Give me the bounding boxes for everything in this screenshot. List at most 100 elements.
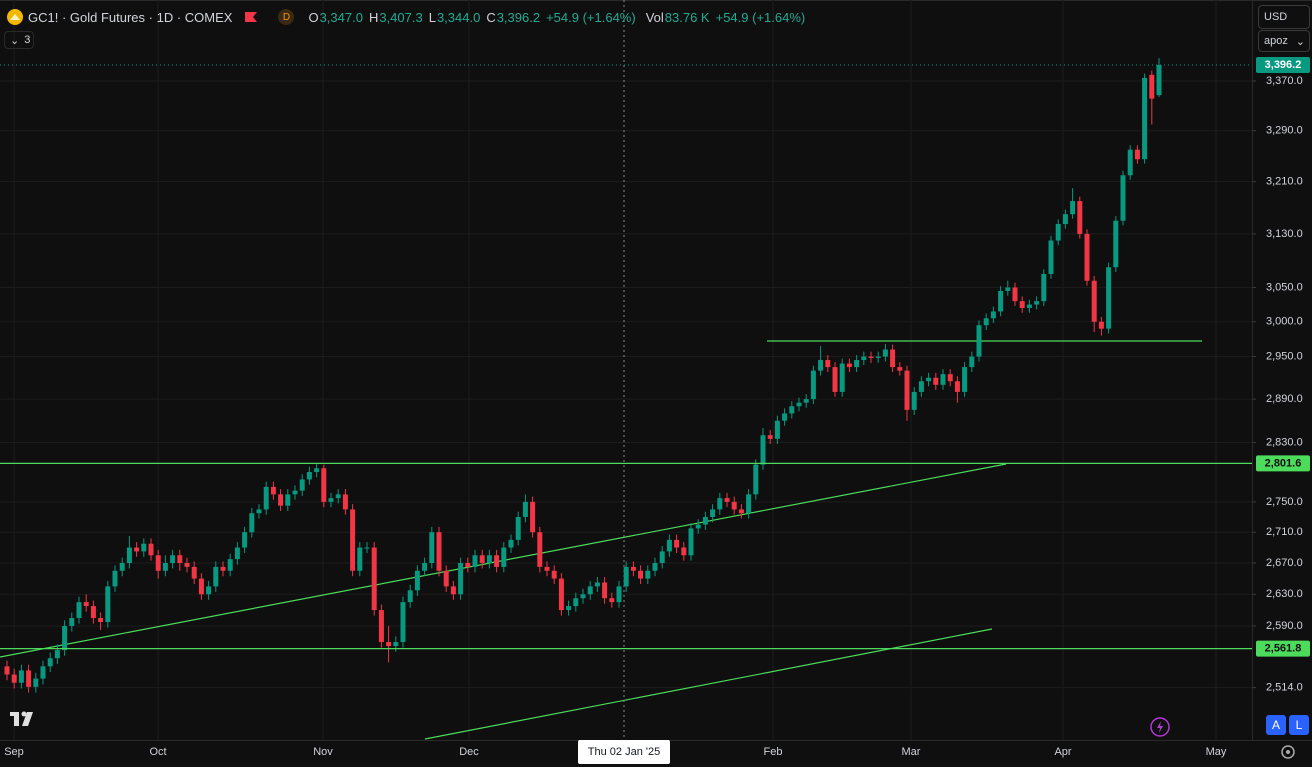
symbol-title[interactable]: GC1! · Gold Futures · 1D · COMEX	[28, 9, 233, 25]
legend-header: GC1! · Gold Futures · 1D · COMEX D O 3,34…	[0, 8, 811, 26]
candle-body	[1034, 301, 1040, 305]
low-value: 3,344.0	[436, 9, 481, 25]
candle-body	[4, 666, 10, 675]
candle-body	[342, 494, 348, 510]
candle-body	[1106, 267, 1112, 329]
candle-body	[18, 670, 24, 683]
candle-body	[551, 570, 557, 579]
candle-body	[501, 547, 507, 567]
candle-body	[746, 494, 752, 514]
candle-body	[386, 642, 392, 647]
candle-body	[227, 559, 233, 571]
candle-body	[818, 360, 824, 371]
indicators-toggle[interactable]: ⌄ 3	[4, 31, 34, 49]
tv-logo	[10, 711, 33, 726]
candle-body	[508, 539, 514, 548]
close-value: 3,396.2	[496, 9, 541, 25]
candle-body	[875, 356, 881, 358]
candle-body	[162, 563, 168, 571]
crosshair-label-bg	[578, 740, 670, 764]
auto-scale-button[interactable]: A	[1266, 715, 1286, 735]
y-tick-label: 2,514.0	[1266, 682, 1303, 694]
candle-body	[270, 486, 276, 495]
candle-body	[537, 532, 543, 567]
candle-body	[69, 618, 75, 626]
mode-select[interactable]: apoz ⌄	[1258, 30, 1310, 52]
volume-change: +54.9 (+1.64%)	[715, 9, 806, 25]
candle-body	[335, 494, 341, 499]
candle-body	[234, 547, 240, 560]
candle-body	[378, 610, 384, 643]
candle-body	[659, 551, 665, 564]
candle-body	[846, 363, 852, 368]
candle-body	[724, 498, 730, 502]
candle-body	[98, 618, 104, 622]
candle-body	[515, 516, 521, 540]
candle-body	[623, 566, 629, 587]
candle-body	[278, 494, 284, 506]
candle-body	[645, 570, 651, 579]
candle-body	[796, 402, 802, 407]
candle-body	[638, 570, 644, 579]
candle-body	[1055, 224, 1061, 241]
high-label: H	[368, 9, 379, 25]
candle-body	[422, 563, 428, 571]
x-tick-label: Feb	[764, 746, 783, 758]
candle-body	[587, 586, 593, 595]
candle-body	[832, 367, 838, 392]
candle-body	[119, 563, 125, 571]
low-label: L	[428, 9, 436, 25]
candle-body	[1091, 280, 1097, 322]
y-tick-label: 3,000.0	[1266, 316, 1303, 328]
candle-body	[1005, 287, 1011, 291]
candle-body	[479, 555, 485, 564]
candle-body	[112, 570, 118, 587]
candle-body	[148, 543, 154, 556]
settings-icon[interactable]	[1281, 745, 1295, 759]
candle-body	[350, 509, 356, 571]
candle-body	[198, 578, 204, 595]
candle-body	[810, 370, 816, 400]
candle-body	[263, 486, 269, 510]
candle-body	[738, 509, 744, 514]
candle-body	[364, 547, 370, 549]
last-price-bg	[1256, 56, 1310, 73]
currency-text: USD	[1264, 11, 1288, 23]
candle-body	[357, 547, 363, 571]
candle-body	[285, 494, 291, 506]
candle-body	[760, 435, 766, 465]
candle-body	[1120, 175, 1126, 221]
y-tick-label: 2,830.0	[1266, 436, 1303, 448]
y-tick-label: 2,710.0	[1266, 526, 1303, 538]
candle-body	[666, 539, 672, 552]
flag-icon[interactable]	[244, 11, 258, 23]
candle-body	[602, 582, 608, 599]
candle-body	[213, 566, 219, 587]
candle-body	[1070, 201, 1076, 215]
candle-body	[782, 413, 788, 421]
candle-body	[717, 498, 723, 510]
candle-body	[803, 399, 809, 403]
candle-body	[414, 570, 420, 591]
candle-body	[76, 602, 82, 619]
candle-body	[926, 377, 932, 382]
candle-body	[976, 325, 982, 357]
candle-body	[400, 602, 406, 643]
alert-icon[interactable]	[1150, 717, 1170, 737]
level-label: 2,801.6	[1265, 457, 1302, 469]
candle-body	[1113, 220, 1119, 268]
candle-body	[1012, 287, 1018, 302]
log-scale-button[interactable]: L	[1289, 715, 1309, 735]
candle-body	[890, 349, 896, 368]
candle-body	[177, 555, 183, 564]
candle-body	[983, 318, 989, 326]
currency-select[interactable]: USD	[1258, 5, 1310, 29]
candle-body	[436, 532, 442, 571]
candle-body	[652, 563, 658, 571]
candle-body	[825, 360, 831, 368]
trend-line	[424, 628, 993, 740]
candle-body	[299, 479, 305, 491]
candles	[4, 58, 1162, 693]
candle-body	[62, 625, 68, 651]
candle-body	[40, 666, 46, 679]
